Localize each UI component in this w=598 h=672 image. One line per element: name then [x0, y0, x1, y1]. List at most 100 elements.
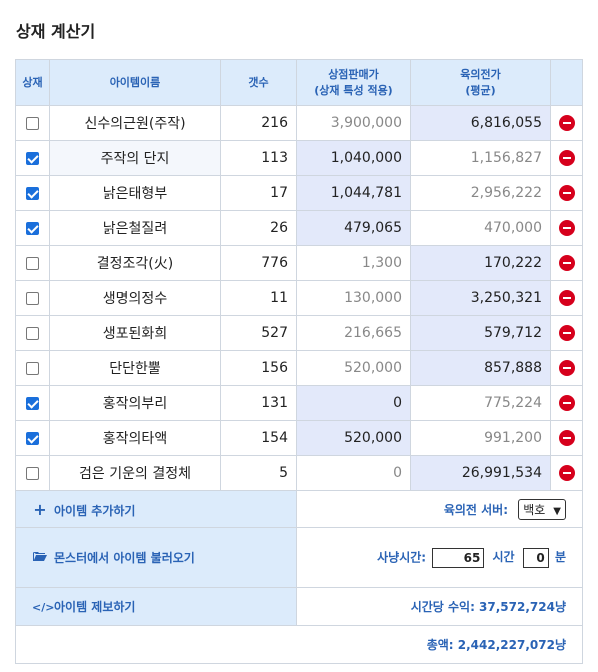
delete-cell	[550, 350, 583, 386]
item-name: 낡은철질려	[102, 221, 168, 237]
footer-row-total: 총액: 2,442,227,072냥	[15, 625, 583, 664]
delete-cell	[550, 315, 583, 351]
sangjae-checkbox-cell	[15, 350, 50, 386]
item-count: 11	[270, 290, 288, 306]
minus-circle-icon[interactable]	[558, 465, 575, 481]
shop-price: 1,300	[361, 255, 402, 271]
report-item-button[interactable]: </>아이템 제보하기	[15, 587, 297, 626]
mesos-price: 775,224	[484, 395, 542, 411]
sangjae-checkbox[interactable]	[26, 431, 39, 445]
delete-cell	[550, 385, 583, 421]
delete-cell	[550, 105, 583, 141]
sangjae-checkbox[interactable]	[26, 221, 39, 235]
mesos-price: 3,250,321	[470, 290, 542, 306]
item-name: 생포된화희	[102, 326, 168, 342]
item-count-cell: 5	[220, 455, 297, 491]
shop-price-cell: 3,900,000	[296, 105, 411, 141]
sangjae-checkbox-cell	[15, 385, 50, 421]
shop-price-cell: 1,044,781	[296, 175, 411, 211]
mesos-price-cell: 579,712	[410, 315, 551, 351]
code-icon: </>	[32, 601, 55, 614]
shop-price-cell: 520,000	[296, 350, 411, 386]
sangjae-checkbox[interactable]	[26, 291, 39, 305]
sangjae-checkbox[interactable]	[26, 326, 39, 340]
sangjae-checkbox[interactable]	[26, 256, 39, 270]
minus-circle-icon[interactable]	[558, 360, 575, 376]
minus-circle-icon[interactable]	[558, 255, 575, 271]
shop-price: 520,000	[344, 430, 402, 446]
sangjae-checkbox[interactable]	[26, 116, 39, 130]
total-amount: 총액: 2,442,227,072냥	[15, 625, 583, 664]
add-item-label: 아이템 추가하기	[54, 503, 136, 518]
table-row: 생명의정수 11 130,000 3,250,321	[15, 280, 583, 316]
add-item-button[interactable]: + 아이템 추가하기	[15, 490, 297, 528]
item-count-cell: 527	[220, 315, 297, 351]
page-title: 상재 계산기	[16, 22, 96, 41]
item-name-cell: 낡은태형부	[49, 175, 221, 211]
minus-circle-icon[interactable]	[558, 150, 575, 166]
shop-price: 130,000	[344, 290, 402, 306]
shop-price: 3,900,000	[330, 115, 402, 131]
table-row: 주작의 단지 113 1,040,000 1,156,827	[15, 140, 583, 176]
header-count: 갯수	[220, 59, 297, 106]
mesos-price: 2,956,222	[470, 185, 542, 201]
mesos-price-cell: 991,200	[410, 420, 551, 456]
header-shop-price-line2: (상재 특성 적용)	[314, 83, 393, 97]
hunt-hours-input[interactable]: 65	[432, 547, 485, 568]
mesos-price-cell: 857,888	[410, 350, 551, 386]
item-name: 홍작의타액	[102, 431, 168, 447]
minus-circle-icon[interactable]	[558, 325, 575, 341]
sangjae-checkbox[interactable]	[26, 466, 39, 480]
sangjae-checkbox-cell	[15, 105, 50, 141]
header-shop-price: 상점판매가 (상재 특성 적용)	[296, 59, 411, 106]
item-name-cell: 홍작의부리	[49, 385, 221, 421]
minus-circle-icon[interactable]	[558, 220, 575, 236]
sangjae-checkbox-cell	[15, 315, 50, 351]
minus-circle-icon[interactable]	[558, 395, 575, 411]
shop-price-cell: 0	[296, 455, 411, 491]
minus-circle-icon[interactable]	[558, 115, 575, 131]
item-name: 단단한뿔	[109, 361, 161, 377]
hours-unit: 시간	[492, 550, 515, 564]
sangjae-checkbox[interactable]	[26, 361, 39, 375]
minus-circle-icon[interactable]	[558, 290, 575, 306]
item-name-cell: 신수의근원(주작)	[49, 105, 221, 141]
item-name-cell: 생포된화희	[49, 315, 221, 351]
mesos-price: 26,991,534	[461, 465, 542, 481]
table-row: 결정조각(火) 776 1,300 170,222	[15, 245, 583, 281]
shop-price: 1,044,781	[330, 185, 402, 201]
table-row: 검은 기운의 결정체 5 0 26,991,534	[15, 455, 583, 491]
shop-price: 1,040,000	[330, 150, 402, 166]
item-name-cell: 검은 기운의 결정체	[49, 455, 221, 491]
header-mesos-price-line1: 육의전가	[460, 67, 501, 81]
shop-price-cell: 520,000	[296, 420, 411, 456]
sangjae-checkbox[interactable]	[26, 396, 39, 410]
delete-cell	[550, 245, 583, 281]
header-mesos-price: 육의전가 (평균)	[410, 59, 551, 106]
minus-circle-icon[interactable]	[558, 430, 575, 446]
item-count: 776	[261, 255, 288, 271]
shop-price: 479,065	[344, 220, 402, 236]
sangjae-checkbox[interactable]	[26, 151, 39, 165]
sangjae-checkbox-cell	[15, 140, 50, 176]
minus-circle-icon[interactable]	[558, 185, 575, 201]
header-sangjae: 상재	[15, 59, 50, 106]
import-monster-button[interactable]: 몬스터에서 아이템 불러오기	[15, 527, 297, 588]
shop-price-cell: 216,665	[296, 315, 411, 351]
header-item-name: 아이템이름	[49, 59, 221, 106]
header-mesos-price-line2: (평균)	[465, 83, 496, 97]
item-count: 527	[261, 325, 288, 341]
item-count-cell: 113	[220, 140, 297, 176]
server-select[interactable]: 백호 ▼	[518, 498, 566, 520]
item-count-cell: 11	[220, 280, 297, 316]
delete-cell	[550, 280, 583, 316]
item-name: 생명의정수	[102, 291, 168, 307]
delete-cell	[550, 420, 583, 456]
item-name-cell: 주작의 단지	[49, 140, 221, 176]
minutes-unit: 분	[554, 550, 566, 564]
sangjae-checkbox[interactable]	[26, 186, 39, 200]
sangjae-checkbox-cell	[15, 245, 50, 281]
table-row: 단단한뿔 156 520,000 857,888	[15, 350, 583, 386]
item-name-cell: 낡은철질려	[49, 210, 221, 246]
hunt-minutes-input[interactable]: 0	[522, 547, 549, 568]
